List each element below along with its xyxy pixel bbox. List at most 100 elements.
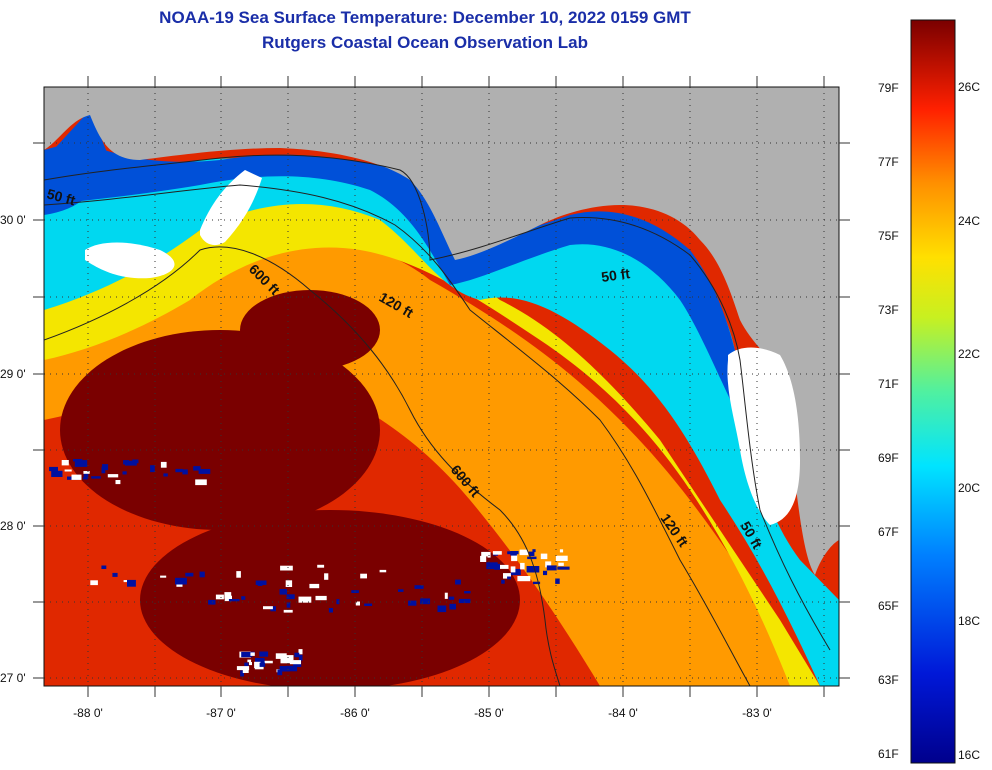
- colorbar-c-label: 24C: [958, 214, 981, 228]
- cloud-speck: [527, 556, 537, 560]
- lon-tick-label: -85 0': [474, 706, 504, 720]
- cloud-speck: [309, 583, 320, 589]
- cloud-speck: [241, 651, 253, 658]
- cloud-speck: [198, 469, 211, 474]
- cloud-speck: [315, 595, 327, 601]
- cloud-speck: [281, 655, 294, 661]
- lon-tick-label: -87 0': [206, 706, 236, 720]
- contour-50ft-north: [44, 154, 831, 651]
- cloud-speck: [298, 596, 312, 603]
- lat-tick-label: 29 0': [0, 367, 26, 381]
- cloud-speck: [247, 659, 252, 663]
- cloud-speck: [83, 473, 89, 479]
- cloud-speck: [150, 465, 155, 473]
- cloud-speck: [163, 473, 168, 477]
- cloud-speck: [545, 561, 552, 568]
- cloud-speck: [127, 579, 136, 587]
- cloud-speck: [398, 589, 404, 592]
- cloud-speck: [241, 596, 246, 600]
- colorbar-c-label: 22C: [958, 347, 981, 361]
- cloud-speck: [73, 459, 83, 462]
- cloud-speck: [555, 555, 568, 561]
- cloud-speck: [125, 460, 137, 466]
- colorbar-f-label: 61F: [878, 747, 899, 761]
- cloud-speck: [510, 566, 516, 573]
- land-mass: [44, 87, 839, 575]
- cloud-speck: [286, 602, 291, 608]
- cloud-speck: [102, 464, 109, 471]
- cloud-speck: [101, 565, 107, 569]
- cloud-speck: [286, 665, 298, 672]
- lat-tick-label: 30 0': [0, 213, 26, 227]
- cloud-speck: [510, 568, 521, 576]
- cloud-speck: [486, 562, 498, 570]
- lat-tick-label: 27 0': [0, 671, 26, 685]
- cloud-speck: [532, 549, 536, 553]
- lon-tick-label: -83 0': [742, 706, 772, 720]
- cloud-speck: [259, 651, 269, 657]
- cloud-speck: [364, 603, 373, 606]
- cloud-speck: [487, 551, 491, 558]
- cloud-speck: [328, 608, 333, 613]
- cloud-speck: [242, 667, 249, 673]
- cloud-speck: [520, 562, 525, 570]
- colorbar-c-label: 26C: [958, 80, 981, 94]
- no-data-region: [200, 170, 262, 246]
- lat-tick-label: 28 0': [0, 519, 26, 533]
- cloud-speck: [215, 594, 224, 600]
- cloud-speck: [448, 596, 455, 600]
- no-data-region: [727, 347, 800, 525]
- cloud-speck: [420, 598, 431, 605]
- cloud-speck: [526, 566, 540, 573]
- cloud-speck: [280, 565, 293, 571]
- colorbar-f-label: 67F: [878, 525, 899, 539]
- cloud-speck: [528, 551, 535, 556]
- map-title: NOAA-19 Sea Surface Temperature: Decembe…: [159, 8, 691, 27]
- lon-tick-label: -84 0': [608, 706, 638, 720]
- cloud-speck: [249, 662, 252, 666]
- cloud-speck: [115, 480, 121, 485]
- cloud-speck: [285, 580, 293, 587]
- cloud-speck: [244, 662, 249, 667]
- cloud-speck: [492, 551, 502, 555]
- cloud-speck: [82, 477, 88, 480]
- no-data-region: [85, 242, 175, 279]
- cloud-speck: [294, 652, 300, 658]
- cloud-speck: [481, 551, 488, 557]
- contour-120ft: [44, 184, 751, 686]
- cloud-speck: [480, 555, 487, 562]
- colorbar-f-label: 65F: [878, 599, 899, 613]
- cloud-speck: [336, 599, 340, 605]
- colorbar-c-label: 18C: [958, 614, 981, 628]
- cloud-speck: [263, 606, 273, 610]
- lon-tick-label: -86 0': [340, 706, 370, 720]
- cloud-speck: [298, 649, 303, 655]
- hot-core: [60, 330, 380, 530]
- longitude-axis: -88 0' -87 0' -86 0' -85 0' -84 0' -83 0…: [73, 706, 772, 720]
- cloud-speck: [555, 578, 560, 584]
- cloud-speck: [175, 468, 183, 473]
- cloud-speck: [408, 600, 417, 606]
- colorbar: [910, 19, 956, 764]
- cloud-speck: [437, 605, 447, 613]
- ocean-blue-nearshore: [44, 140, 760, 420]
- cloud-speck: [195, 479, 207, 486]
- cloud-speck: [540, 553, 548, 560]
- map-frame: [43, 86, 840, 687]
- map-subtitle: Rutgers Coastal Ocean Observation Lab: [262, 33, 588, 52]
- colorbar-f-label: 63F: [878, 673, 899, 687]
- cloud-speck: [49, 466, 58, 472]
- cloud-speck: [517, 576, 531, 582]
- hot-core: [240, 290, 380, 370]
- cloud-speck: [160, 461, 167, 468]
- cloud-speck: [250, 652, 255, 656]
- cloud-speck: [280, 657, 293, 664]
- graticule: [44, 87, 839, 686]
- cloud-speck: [355, 601, 360, 606]
- cloud-speck: [511, 554, 518, 562]
- colorbar-c-label: 16C: [958, 748, 981, 762]
- cloud-speck: [519, 549, 529, 556]
- colorbar-f-label: 69F: [878, 451, 899, 465]
- cloud-speck: [71, 474, 82, 480]
